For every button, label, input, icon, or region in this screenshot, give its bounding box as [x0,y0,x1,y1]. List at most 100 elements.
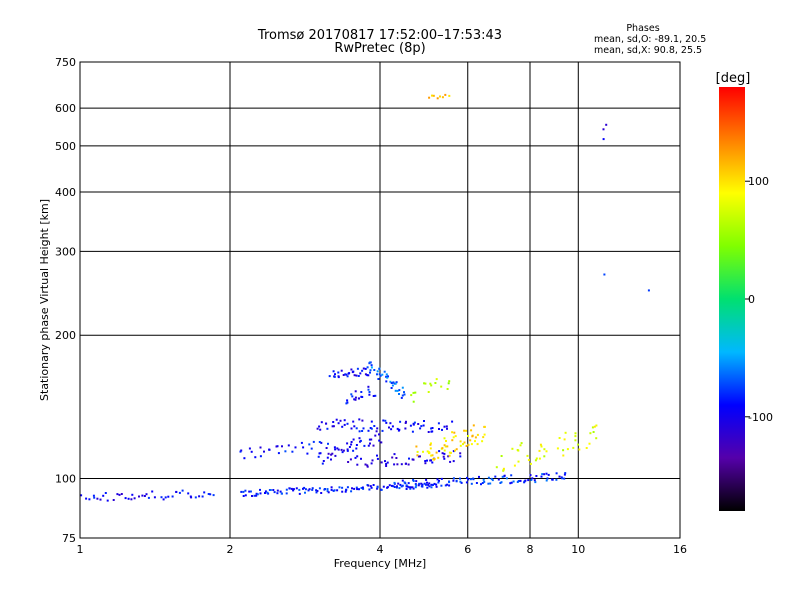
data-point [547,473,550,476]
data-point [398,393,400,395]
data-point [366,366,369,369]
colorbar-ticks: 100 0 -100 [745,175,773,424]
data-point [384,419,387,422]
data-point [315,491,318,494]
data-point [494,475,497,478]
data-point [540,445,543,448]
phases-heading: Phases [626,23,659,34]
data-point [399,483,402,486]
data-point [452,450,455,453]
data-point [435,485,438,488]
grid-lines [80,62,680,538]
data-point [102,494,105,497]
data-point [298,492,301,495]
data-point [285,488,288,491]
data-point [167,495,170,498]
data-point [358,430,361,433]
data-point [240,449,243,452]
data-point [429,443,432,446]
data-point [446,445,449,448]
y-tick-label: 600 [55,102,76,115]
y-tick-label: 500 [55,140,76,153]
data-point [326,488,329,491]
data-point [349,458,352,461]
data-point [409,486,412,489]
data-point [331,425,334,428]
data-point [350,443,353,446]
data-point [325,422,327,425]
data-point [346,449,349,452]
data-point [367,444,370,447]
data-point [426,459,428,462]
data-point [440,484,443,487]
data-point [595,424,598,427]
y-tick-label: 100 [55,473,76,486]
data-point [381,429,384,432]
data-point [602,138,605,141]
data-point [427,391,430,393]
data-point [451,420,454,423]
data-point [408,486,411,489]
data-point [407,482,410,485]
data-point [500,481,503,484]
data-point [474,440,476,443]
data-point [276,492,279,495]
data-point [373,425,376,427]
data-point [388,426,390,429]
data-point [370,486,373,489]
data-point [290,487,293,490]
data-point [333,489,336,492]
data-point [431,430,434,433]
data-point [527,459,530,461]
data-point [445,440,447,442]
data-point [430,442,432,445]
data-point [529,462,532,465]
data-point [474,436,477,439]
data-point [337,422,340,425]
data-point [420,425,423,428]
data-point [372,444,375,447]
data-point [546,477,549,480]
data-point [545,479,548,482]
data-point [588,442,591,445]
data-point [472,478,475,481]
data-point [295,487,298,490]
data-point [380,461,383,464]
data-point [361,419,364,422]
data-point [280,492,283,495]
y-tick-labels: 75 100 200 300 400 500 600 750 [55,56,76,545]
data-point [378,367,381,370]
data-point [243,457,246,460]
data-point [275,445,278,448]
data-point [471,435,474,438]
x-tick-label: 10 [571,543,585,556]
data-point [429,447,432,450]
data-point [391,456,394,459]
data-point [133,497,136,500]
data-point [400,485,403,488]
data-point [333,375,336,378]
data-point [415,445,418,448]
data-point [541,473,544,476]
data-point [416,454,419,457]
data-point [255,494,258,497]
colorbar-tick-label: 100 [748,175,769,188]
data-point [409,424,412,427]
data-point [264,492,266,494]
data-point [359,439,362,442]
data-point [412,478,415,481]
data-point [378,373,381,376]
data-point [335,418,338,421]
data-point [463,441,466,444]
data-point [386,461,389,464]
data-point [454,435,457,438]
data-point [151,490,154,493]
data-point [341,486,344,489]
data-point [433,482,436,485]
data-point [350,441,353,443]
data-point [175,491,178,493]
data-point [209,493,212,496]
data-point [381,373,384,376]
data-point [385,373,388,376]
data-point [555,478,558,481]
